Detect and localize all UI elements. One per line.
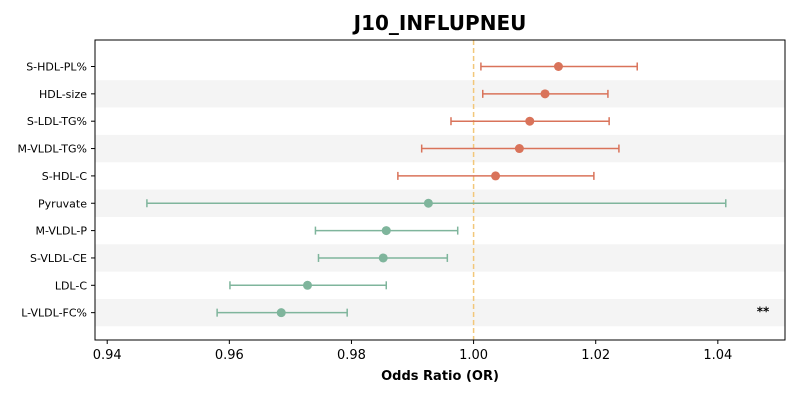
x-tick-label: 0.98 [337, 348, 366, 363]
y-tick-label: M-VLDL-P [36, 225, 88, 238]
point-estimate [423, 198, 433, 208]
point-estimate [276, 308, 286, 318]
point-estimate [491, 171, 501, 181]
plot-frame [94, 39, 786, 341]
y-tick-label: LDL-C [55, 279, 88, 292]
point-estimate [302, 280, 312, 290]
significance-marker: ** [757, 305, 770, 319]
y-tick-label: L-VLDL-FC% [21, 307, 87, 320]
x-tick-label: 1.00 [459, 348, 488, 363]
y-tick-label: S-HDL-C [42, 170, 88, 183]
y-axis-labels: S-HDL-PL% HDL-size S-LDL-TG% M-VLDL-TG% S-HD… [17, 61, 95, 320]
confidence-intervals [146, 62, 727, 317]
x-tick-label: 1.02 [581, 348, 610, 363]
y-tick-label: S-VLDL-CE [30, 252, 87, 265]
x-tick-label: 0.96 [215, 348, 244, 363]
row-band [95, 80, 785, 108]
point-estimate [378, 253, 388, 263]
x-axis-label: Odds Ratio (OR) [381, 369, 499, 384]
y-tick-label: S-LDL-TG% [27, 115, 87, 128]
significance-markers: ** [757, 305, 770, 319]
x-axis-ticks: 0.94 0.96 0.98 1.00 1.02 1.04 [93, 340, 732, 363]
chart-title: J10_INFLUPNEU [352, 11, 527, 35]
row-band [95, 298, 785, 327]
y-tick-label: HDL-size [39, 88, 87, 101]
y-tick-label: M-VLDL-TG% [17, 143, 87, 156]
x-tick-label: 0.94 [93, 348, 122, 363]
point-estimate [381, 226, 391, 236]
y-tick-label: Pyruvate [38, 197, 87, 210]
point-estimate [540, 89, 550, 99]
x-tick-label: 1.04 [703, 348, 732, 363]
point-estimate [553, 62, 563, 71]
point-estimate [525, 116, 535, 126]
point-estimate [514, 144, 524, 154]
point-estimates [276, 62, 563, 318]
y-tick-label: S-HDL-PL% [26, 61, 87, 74]
